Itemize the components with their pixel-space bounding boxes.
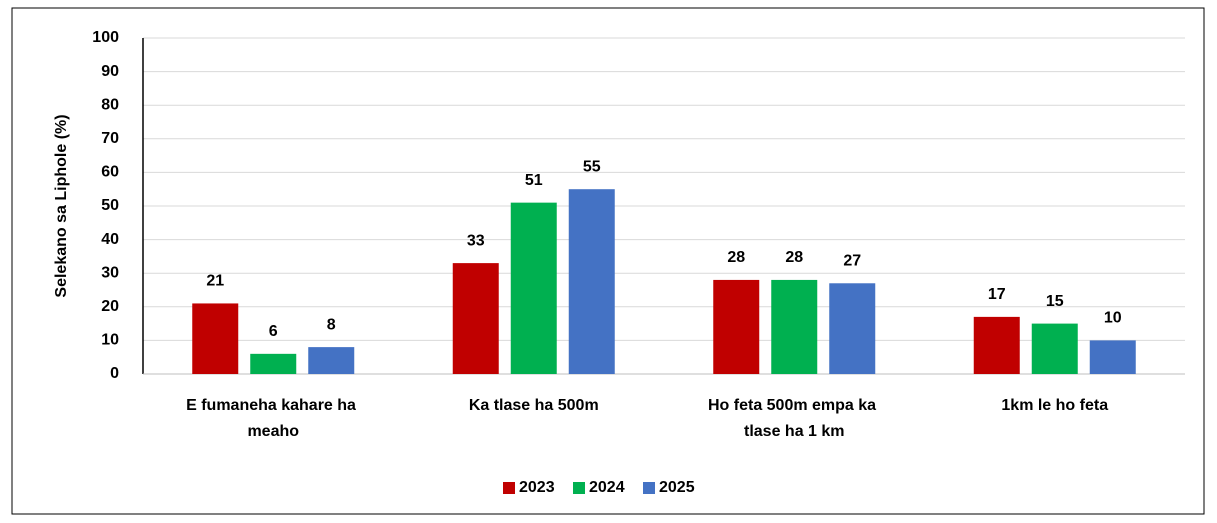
data-label: 17 [988,286,1006,303]
x-tick-label: E fumaneha kahare ha meaho [186,397,360,440]
bar [250,353,297,374]
y-tick-label: 90 [101,63,119,80]
data-label: 10 [1104,310,1122,327]
data-label: 6 [269,323,278,340]
legend-swatch [573,482,585,494]
x-tick-label: Ka tlase ha 500m [469,397,599,414]
y-tick-label: 40 [101,231,119,248]
legend-label: 2023 [519,479,555,496]
bar [973,316,1020,374]
bar [1031,323,1078,374]
x-tick-label: Ho feta 500m empa ka tlase ha 1 km [708,397,881,440]
bar [713,279,760,374]
legend-swatch [643,482,655,494]
data-label: 33 [467,232,485,249]
data-label: 27 [843,252,861,269]
bar [771,279,818,374]
y-tick-label: 70 [101,130,119,147]
bar [192,303,239,374]
y-tick-label: 100 [92,29,119,46]
bar [452,263,499,374]
data-label: 55 [583,158,601,175]
legend-label: 2024 [589,479,625,496]
data-label: 21 [206,273,224,290]
y-tick-label: 60 [101,164,119,181]
data-label: 28 [785,249,803,266]
legend-swatch [503,482,515,494]
y-axis-title: Selekano sa Liphole (%) [53,114,70,297]
y-tick-label: 10 [101,332,119,349]
y-tick-label: 20 [101,298,119,315]
bar [829,283,876,374]
y-tick-label: 80 [101,96,119,113]
bar [308,347,355,374]
data-label: 51 [525,172,543,189]
bar [510,202,557,374]
data-label: 28 [727,249,745,266]
data-label: 15 [1046,293,1064,310]
bar [1089,340,1136,374]
y-tick-label: 30 [101,264,119,281]
y-tick-label: 0 [110,365,119,382]
bar [568,189,615,374]
x-tick-label: 1km le ho feta [1001,397,1108,414]
data-label: 8 [327,316,336,333]
y-tick-label: 50 [101,197,119,214]
legend-label: 2025 [659,479,695,496]
